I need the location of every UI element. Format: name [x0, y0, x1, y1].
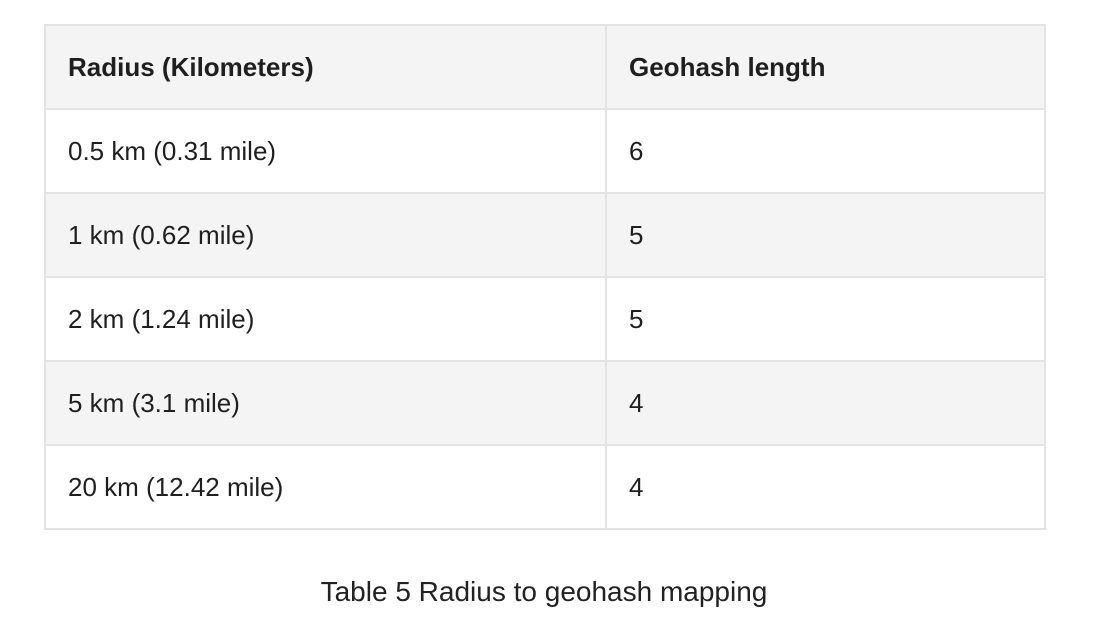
table-row: 2 km (1.24 mile) 5: [44, 276, 1046, 362]
header-row: Radius (Kilometers) Geohash length: [44, 24, 1046, 110]
cell-geohash-length: 5: [605, 276, 1046, 362]
table-row: 5 km (3.1 mile) 4: [44, 360, 1046, 446]
cell-radius: 20 km (12.42 mile): [44, 444, 607, 530]
cell-radius: 0.5 km (0.31 mile): [44, 108, 607, 194]
table-body: 0.5 km (0.31 mile) 6 1 km (0.62 mile) 5 …: [44, 108, 1046, 530]
cell-geohash-length: 6: [605, 108, 1046, 194]
cell-geohash-length: 4: [605, 360, 1046, 446]
header-cell-geohash-length: Geohash length: [605, 24, 1046, 110]
table-row: 0.5 km (0.31 mile) 6: [44, 108, 1046, 194]
header-cell-radius: Radius (Kilometers): [44, 24, 607, 110]
table-header: Radius (Kilometers) Geohash length: [44, 24, 1046, 110]
cell-radius: 5 km (3.1 mile): [44, 360, 607, 446]
cell-radius: 2 km (1.24 mile): [44, 276, 607, 362]
cell-geohash-length: 4: [605, 444, 1046, 530]
radius-geohash-table: Radius (Kilometers) Geohash length 0.5 k…: [44, 24, 1046, 530]
table-row: 1 km (0.62 mile) 5: [44, 192, 1046, 278]
cell-radius: 1 km (0.62 mile): [44, 192, 607, 278]
table-row: 20 km (12.42 mile) 4: [44, 444, 1046, 530]
table-caption: Table 5 Radius to geohash mapping: [320, 576, 768, 607]
cell-geohash-length: 5: [605, 192, 1046, 278]
radius-geohash-table-container: Radius (Kilometers) Geohash length 0.5 k…: [44, 24, 1046, 530]
